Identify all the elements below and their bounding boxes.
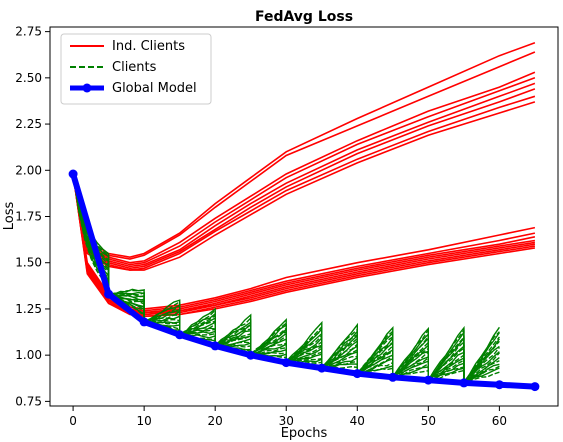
global-model-point bbox=[459, 378, 469, 388]
global-model-point bbox=[175, 330, 185, 340]
global-model-point bbox=[530, 382, 540, 392]
y-axis-label: Loss bbox=[2, 202, 17, 231]
y-tick-label: 2.75 bbox=[15, 25, 42, 39]
chart-title: FedAvg Loss bbox=[255, 9, 353, 25]
ind-client-line bbox=[72, 101, 536, 271]
global-model-point bbox=[210, 341, 220, 351]
global-model-point bbox=[317, 363, 327, 373]
ind-client-line bbox=[72, 173, 536, 314]
global-model-point bbox=[352, 369, 362, 379]
legend-label-global-model: Global Model bbox=[112, 81, 197, 96]
y-tick-label: 0.75 bbox=[15, 394, 42, 408]
ind-client-line bbox=[72, 173, 536, 316]
legend: Ind. Clients Clients Global Model bbox=[60, 33, 212, 105]
y-tick-label: 2.25 bbox=[15, 117, 42, 131]
global-model-point bbox=[281, 358, 291, 368]
y-tick-label: 2.00 bbox=[15, 163, 42, 177]
global-model-line bbox=[70, 173, 536, 390]
y-tick-label: 1.00 bbox=[15, 348, 42, 362]
global-model-point bbox=[68, 169, 78, 179]
global-model-point bbox=[104, 289, 114, 299]
ind-client-line bbox=[72, 82, 536, 268]
x-tick-label: 60 bbox=[492, 414, 507, 428]
global-model-point bbox=[388, 372, 398, 382]
ind-client-line bbox=[72, 95, 536, 271]
legend-label-clients: Clients bbox=[112, 60, 157, 75]
global-model-point bbox=[246, 350, 256, 360]
legend-label-ind-clients: Ind. Clients bbox=[112, 39, 185, 54]
client-line bbox=[72, 174, 500, 385]
ind-client-line bbox=[72, 77, 536, 266]
global-model-point bbox=[423, 375, 433, 385]
ind-client-line bbox=[72, 173, 536, 318]
x-tick-label: 20 bbox=[208, 414, 223, 428]
global-model-point bbox=[494, 380, 504, 390]
plot-area bbox=[68, 41, 540, 392]
y-axis: 0.75 1.00 1.25 1.50 1.75 2.00 2.25 2.50 2.75 bbox=[15, 25, 50, 408]
global-model-point bbox=[139, 317, 149, 327]
x-tick-label: 10 bbox=[136, 414, 151, 428]
y-tick-label: 1.75 bbox=[15, 210, 42, 224]
x-axis-label: Epochs bbox=[281, 426, 328, 441]
ind-client-line bbox=[72, 173, 536, 314]
y-tick-label: 1.50 bbox=[15, 256, 42, 270]
x-tick-label: 50 bbox=[421, 414, 436, 428]
y-tick-label: 1.25 bbox=[15, 302, 42, 316]
x-axis: 0 10 20 30 40 50 60 bbox=[69, 406, 507, 428]
x-tick-label: 0 bbox=[69, 414, 77, 428]
legend-marker-global-model bbox=[82, 83, 92, 93]
y-tick-label: 2.50 bbox=[15, 71, 42, 85]
x-tick-label: 30 bbox=[279, 414, 294, 428]
ind-client-line bbox=[72, 173, 536, 318]
x-tick-label: 40 bbox=[350, 414, 365, 428]
